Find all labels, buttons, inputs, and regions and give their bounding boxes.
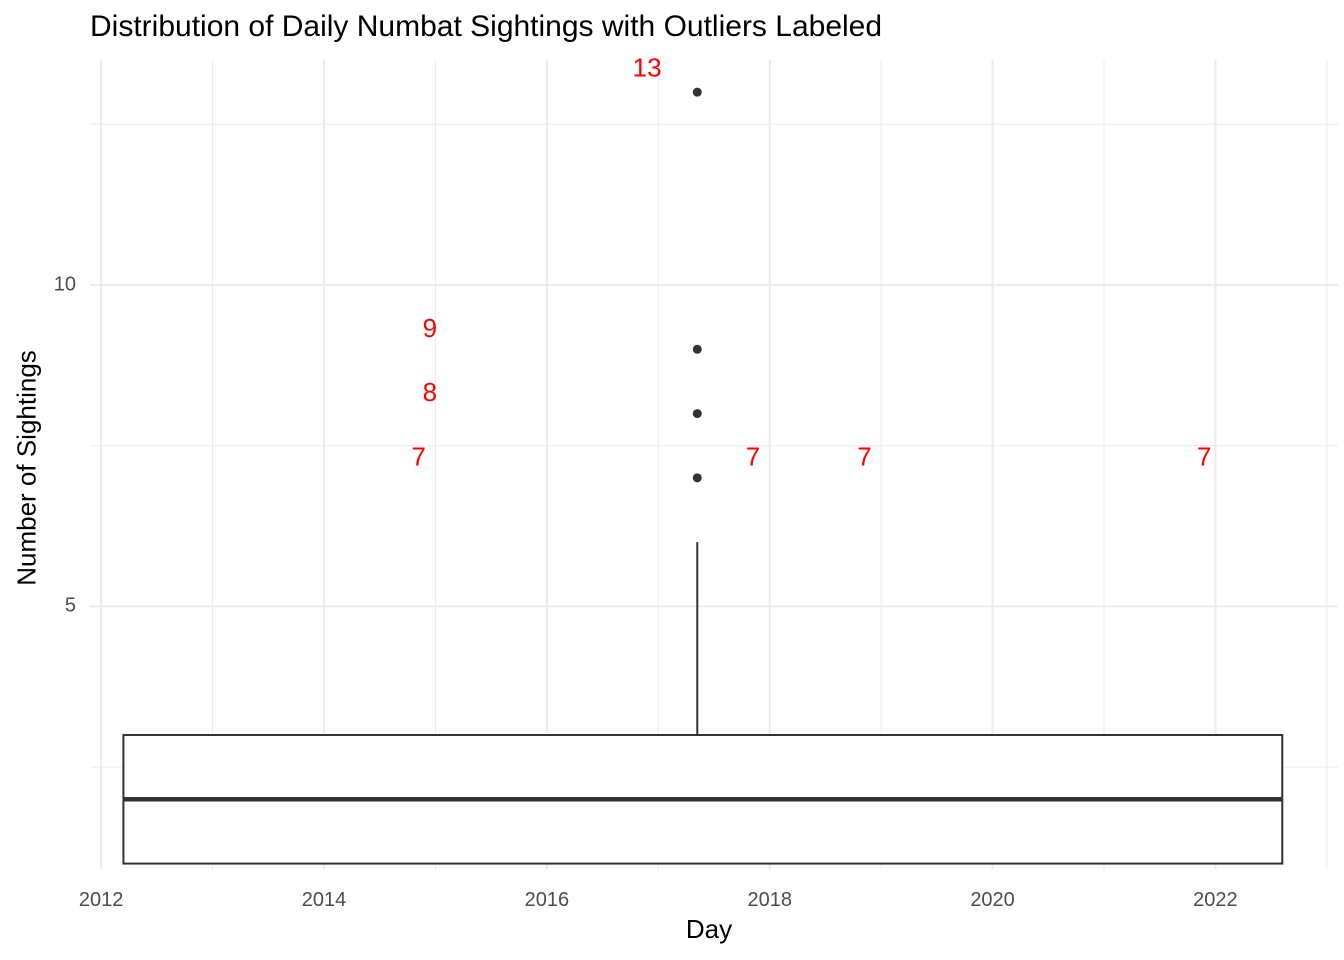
- x-tick-label: 2016: [525, 889, 570, 911]
- axis-ticks: 2012 2014 2016 2018 2020 2022 5 10: [54, 273, 1238, 911]
- outlier-label: 8: [423, 377, 437, 407]
- outlier-point: [692, 409, 702, 419]
- y-tick-label: 10: [54, 273, 76, 295]
- x-tick-label: 2022: [1193, 889, 1238, 911]
- outlier-label: 7: [411, 441, 425, 471]
- x-tick-label: 2020: [970, 889, 1015, 911]
- outlier-labels: 13 9 8 7 7 7 7: [411, 53, 1211, 472]
- y-axis-label: Number of Sightings: [11, 350, 42, 586]
- x-axis-label: Day: [685, 914, 733, 944]
- outlier-points: [692, 87, 702, 483]
- x-tick-label: 2014: [302, 889, 347, 911]
- outlier-label: 13: [633, 53, 662, 83]
- x-tick-label: 2018: [747, 889, 792, 911]
- outlier-point: [692, 344, 702, 354]
- outlier-label: 7: [1197, 441, 1211, 471]
- outlier-point: [692, 87, 702, 97]
- box-plot: [122, 542, 1284, 865]
- outlier-label: 7: [857, 441, 871, 471]
- y-tick-label: 5: [65, 595, 76, 617]
- x-tick-label: 2012: [79, 889, 124, 911]
- outlier-point: [692, 473, 702, 483]
- chart-title: Distribution of Daily Numbat Sightings w…: [90, 10, 883, 43]
- outlier-label: 7: [746, 441, 760, 471]
- outlier-label: 9: [423, 313, 437, 343]
